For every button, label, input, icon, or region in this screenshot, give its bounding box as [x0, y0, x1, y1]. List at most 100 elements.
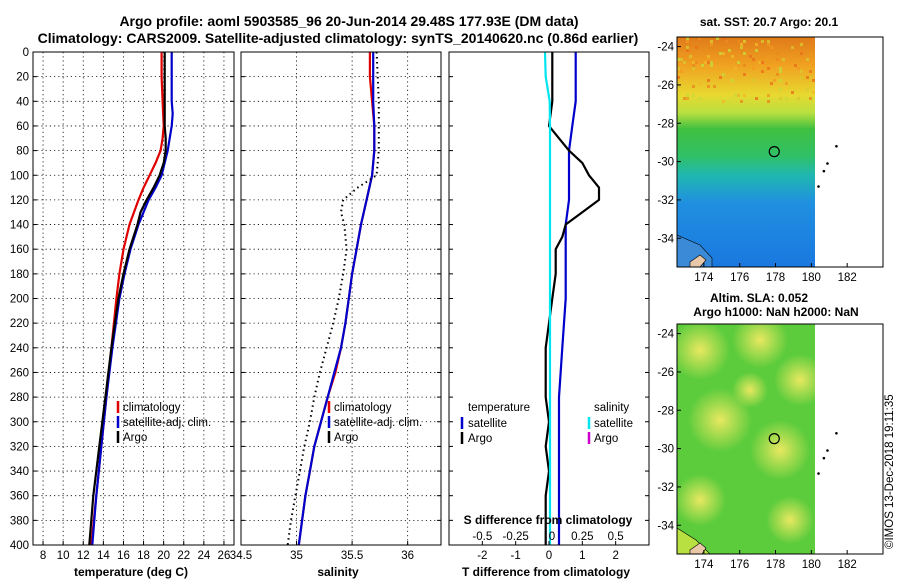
difference-legend-temperature: temperature satellite Argo: [460, 402, 530, 445]
temperature-panel: 8 10 12 14 16 18 20 22 24 26 temperature (deg C) …: [32, 51, 235, 579]
salinity-series: [286, 52, 380, 545]
depth-tick-label: 400: [10, 540, 29, 552]
sst-cell: [737, 64, 740, 67]
figure-title-line2: Climatology: CARS2009. Satellite-adjuste…: [38, 30, 639, 46]
sst-cell: [695, 61, 698, 64]
sst-cell: [767, 100, 770, 103]
sst-cell: [710, 43, 713, 46]
sst-tick-marks: [677, 46, 848, 267]
depth-tick-label: 360: [10, 491, 29, 503]
sst-cell: [677, 85, 680, 88]
depth-tick-label: 380: [10, 515, 29, 527]
temperature-tick-labels: 8 10 12 14 16 18 20 22 24 26: [40, 550, 231, 562]
sst-cell: [707, 61, 710, 64]
sla-field: [677, 324, 815, 554]
sla-tick-marks: [677, 333, 848, 554]
sst-cell: [743, 40, 746, 43]
depth-tick-label: 300: [10, 417, 29, 429]
sst-cell: [689, 55, 692, 58]
sst-field-cells: [677, 37, 815, 103]
sst-cell: [782, 58, 785, 61]
sst-cell: [713, 85, 716, 88]
sst-cell: [800, 76, 803, 79]
sst-cell: [755, 43, 758, 46]
temperature-xtick-label: 26: [218, 550, 231, 562]
temperature-line-argo: [88, 52, 167, 545]
sst-cell: [695, 46, 698, 49]
sst-argo-location-marker: [768, 146, 780, 158]
sst-cell: [728, 49, 731, 52]
sla-ytick-label: -28: [657, 405, 674, 417]
sla-ytick-label: -32: [657, 482, 674, 494]
sst-cell: [767, 40, 770, 43]
legend-argo-label: Argo: [123, 432, 147, 444]
salinity-line-argo: [286, 52, 380, 545]
depth-tick-label: 100: [10, 170, 29, 182]
s-difference-tick-label: 0.25: [571, 531, 593, 543]
sst-ytick-label: -24: [657, 42, 674, 54]
sst-cell: [806, 76, 809, 79]
sst-islands: [817, 144, 838, 188]
sst-cell: [767, 55, 770, 58]
sst-cell: [749, 55, 752, 58]
sst-cell: [791, 46, 794, 49]
temperature-xtick-label: 12: [77, 550, 90, 562]
sst-cell: [677, 76, 680, 79]
s-difference-tick-label: -0.5: [472, 531, 492, 543]
sst-cell: [692, 64, 695, 67]
sst-cell: [785, 97, 788, 100]
sst-cell: [719, 52, 722, 55]
temperature-legend: climatology satellite-adj. clim. Argo: [116, 401, 211, 444]
sst-map-panel: sat. SST: 20.7 Argo: 20.1 174 176 178 180 18…: [657, 15, 884, 284]
sst-cell: [779, 97, 782, 100]
sst-xtick-label: 178: [766, 272, 785, 284]
depth-tick-label: 40: [16, 96, 29, 108]
sst-cell: [704, 61, 707, 64]
depth-tick-label: 240: [10, 343, 29, 355]
sst-cell: [794, 64, 797, 67]
imos-credit: ©IMOS 13-Dec-2018 19:11:35: [884, 394, 896, 549]
sst-cell: [686, 46, 689, 49]
temperature-xtick-label: 22: [177, 550, 190, 562]
salinity-grid: [240, 51, 441, 546]
salinity-tick-marks: [240, 51, 441, 546]
sla-map-frame: [676, 323, 884, 555]
legend-satellite-label: satellite-adj. clim.: [334, 417, 422, 429]
depth-tick-label: 60: [16, 121, 29, 133]
depth-tick-label: 120: [10, 195, 29, 207]
sst-cell: [761, 70, 764, 73]
sst-cell: [770, 82, 773, 85]
sst-land-patch: [689, 254, 707, 267]
sla-xtick-label: 176: [730, 559, 749, 571]
sst-island: [835, 144, 838, 148]
sst-cell: [707, 85, 710, 88]
difference-tick-marks: [449, 51, 649, 546]
sla-blob: [774, 354, 815, 406]
difference-panel: -2 -1 0 1 2 S difference from climatology -0…: [448, 51, 650, 579]
sla-blob: [766, 496, 814, 544]
sst-cell: [692, 67, 695, 70]
sst-cell: [713, 58, 716, 61]
sst-cell: [743, 73, 746, 76]
depth-tick-label: 340: [10, 466, 29, 478]
sst-cell: [734, 67, 737, 70]
sst-cell: [707, 55, 710, 58]
sst-cell: [800, 52, 803, 55]
sst-cell: [752, 79, 755, 82]
sst-cell: [761, 61, 764, 64]
sla-tick-labels: 174 176 178 180 182 -24 -26 -28 -30 -32 -34: [657, 329, 856, 571]
sst-cell: [722, 73, 725, 76]
s-difference-tick-label: 0.5: [608, 531, 624, 543]
depth-tick-label: 320: [10, 441, 29, 453]
sst-cell: [776, 58, 779, 61]
legend-t-satellite-label: satellite: [468, 418, 507, 430]
temperature-xtick-label: 10: [57, 550, 70, 562]
depth-tick-label: 280: [10, 392, 29, 404]
legend-salinity-heading: salinity: [594, 402, 629, 414]
sst-cell: [791, 91, 794, 94]
sst-cell: [779, 88, 782, 91]
sst-cell: [800, 43, 803, 46]
sst-cell: [764, 61, 767, 64]
difference-tick-labels: -2 -1 0 1 2: [477, 550, 619, 562]
sst-cell: [725, 40, 728, 43]
